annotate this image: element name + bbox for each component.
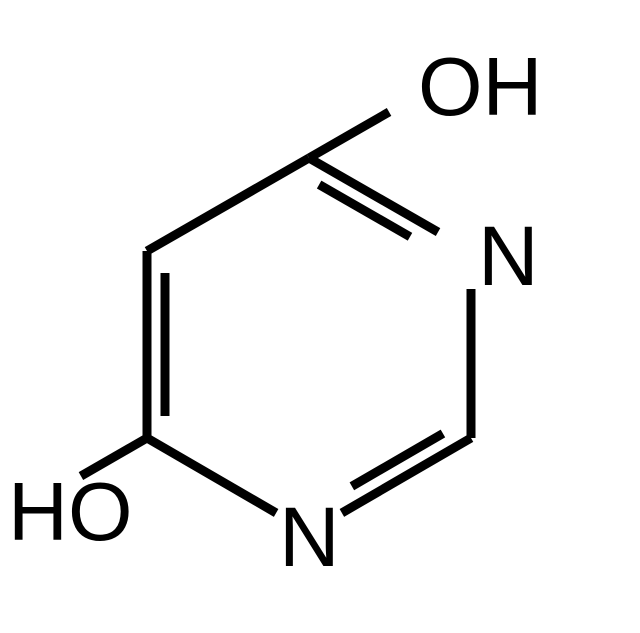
bond-line [147, 438, 276, 513]
atom-label: N [279, 490, 340, 584]
bond-line [147, 158, 309, 251]
bond-line [309, 112, 389, 158]
atom-label: N [478, 209, 539, 303]
molecule-diagram: OH N N HO [0, 0, 640, 633]
bond-line [342, 438, 471, 513]
atom-label: HO [8, 465, 133, 558]
atom-label: OH [418, 40, 543, 133]
labels-layer: OH N N HO [8, 40, 543, 584]
bonds-layer [81, 112, 471, 513]
